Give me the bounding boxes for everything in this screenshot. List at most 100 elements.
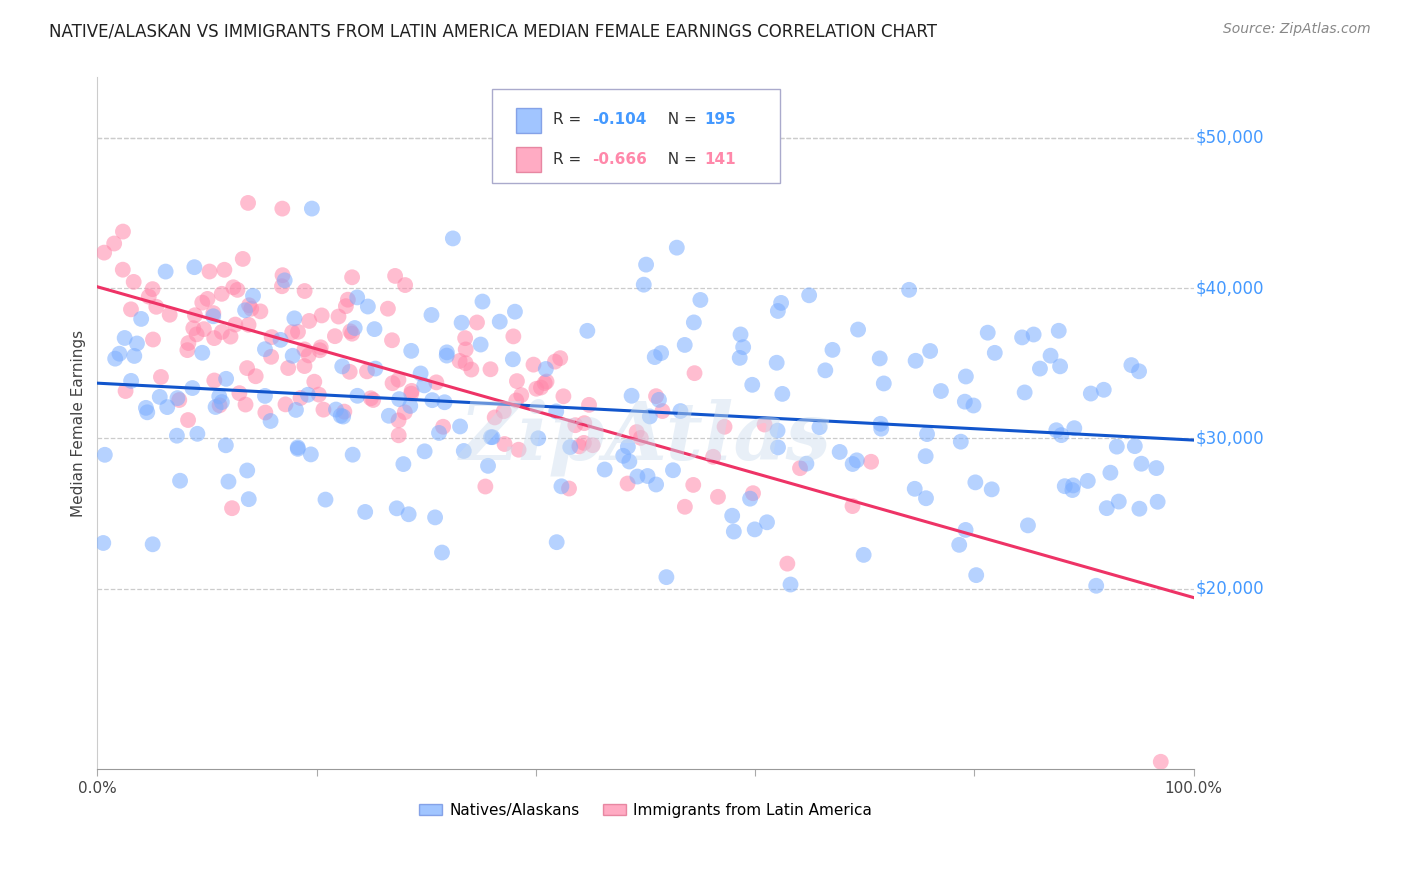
Point (260, 330, 283, 344)
Point (197, 292, 219, 306)
Point (828, 445, 851, 459)
Point (333, 404, 356, 418)
Point (181, 321, 204, 335)
Point (433, 395, 456, 409)
Point (645, 477, 668, 491)
Point (254, 405, 277, 419)
Point (465, 316, 488, 330)
Point (384, 268, 406, 283)
Point (93, 245, 115, 260)
Point (702, 450, 724, 464)
Point (335, 299, 357, 313)
Point (770, 296, 793, 310)
Point (221, 501, 243, 516)
Point (177, 336, 200, 351)
Point (297, 388, 319, 402)
Point (238, 318, 260, 332)
Point (191, 295, 214, 310)
Point (977, 326, 1000, 340)
Point (183, 260, 205, 275)
Point (191, 345, 214, 359)
Point (955, 369, 977, 384)
Point (94, 448, 117, 462)
Point (479, 430, 502, 444)
Point (766, 441, 789, 455)
Point (527, 431, 550, 445)
Point (215, 372, 238, 386)
Point (536, 375, 558, 389)
Point (1077, 474, 1099, 488)
Text: ZipAtlas: ZipAtlas (460, 399, 831, 476)
Point (1080, 386, 1102, 401)
Text: R =: R = (553, 112, 586, 128)
Point (626, 425, 648, 439)
Point (682, 315, 704, 329)
Point (211, 395, 233, 409)
Point (619, 454, 641, 468)
Point (122, 275, 145, 289)
Point (955, 523, 977, 537)
Point (915, 427, 938, 442)
Point (114, 384, 136, 398)
Point (508, 442, 530, 457)
Point (236, 195, 259, 210)
Point (222, 280, 245, 294)
Point (904, 353, 927, 368)
Point (245, 369, 267, 384)
Point (224, 318, 246, 332)
Point (202, 331, 225, 345)
Point (808, 420, 831, 434)
Point (202, 306, 225, 320)
Text: $40,000: $40,000 (1197, 279, 1264, 297)
Point (159, 308, 181, 322)
Point (870, 422, 893, 436)
Point (186, 426, 208, 441)
Point (796, 457, 818, 471)
Point (176, 343, 198, 358)
Point (1063, 421, 1085, 435)
Point (388, 392, 411, 406)
Point (454, 356, 477, 370)
Point (454, 343, 477, 357)
Point (449, 354, 471, 368)
Point (533, 376, 555, 390)
Point (502, 329, 524, 343)
Point (409, 367, 432, 381)
Point (253, 389, 276, 403)
Point (136, 405, 159, 419)
Point (420, 308, 443, 322)
Text: NATIVE/ALASKAN VS IMMIGRANTS FROM LATIN AMERICA MEDIAN FEMALE EARNINGS CORRELATI: NATIVE/ALASKAN VS IMMIGRANTS FROM LATIN … (49, 22, 938, 40)
Point (308, 387, 330, 401)
Point (530, 380, 553, 394)
Point (980, 483, 1002, 497)
Point (339, 324, 361, 338)
Point (184, 308, 207, 322)
Point (357, 300, 380, 314)
Point (481, 430, 503, 444)
Point (869, 417, 891, 431)
Text: $50,000: $50,000 (1197, 128, 1264, 146)
Point (962, 399, 984, 413)
Point (145, 300, 167, 314)
Point (1130, 457, 1153, 471)
Point (636, 258, 658, 272)
Point (387, 373, 409, 387)
Legend: Natives/Alaskans, Immigrants from Latin America: Natives/Alaskans, Immigrants from Latin … (413, 797, 879, 824)
Text: 195: 195 (704, 112, 737, 128)
Point (135, 401, 157, 415)
Point (965, 568, 987, 582)
Point (1146, 495, 1168, 509)
Point (343, 321, 366, 335)
Point (898, 283, 921, 297)
Point (219, 329, 242, 343)
Point (665, 241, 688, 255)
Point (441, 231, 464, 245)
Point (574, 416, 596, 430)
Point (1150, 755, 1173, 769)
Point (330, 359, 353, 374)
Point (1121, 358, 1143, 372)
Point (294, 284, 316, 298)
Point (169, 474, 191, 488)
Point (1039, 349, 1062, 363)
Point (797, 288, 820, 302)
